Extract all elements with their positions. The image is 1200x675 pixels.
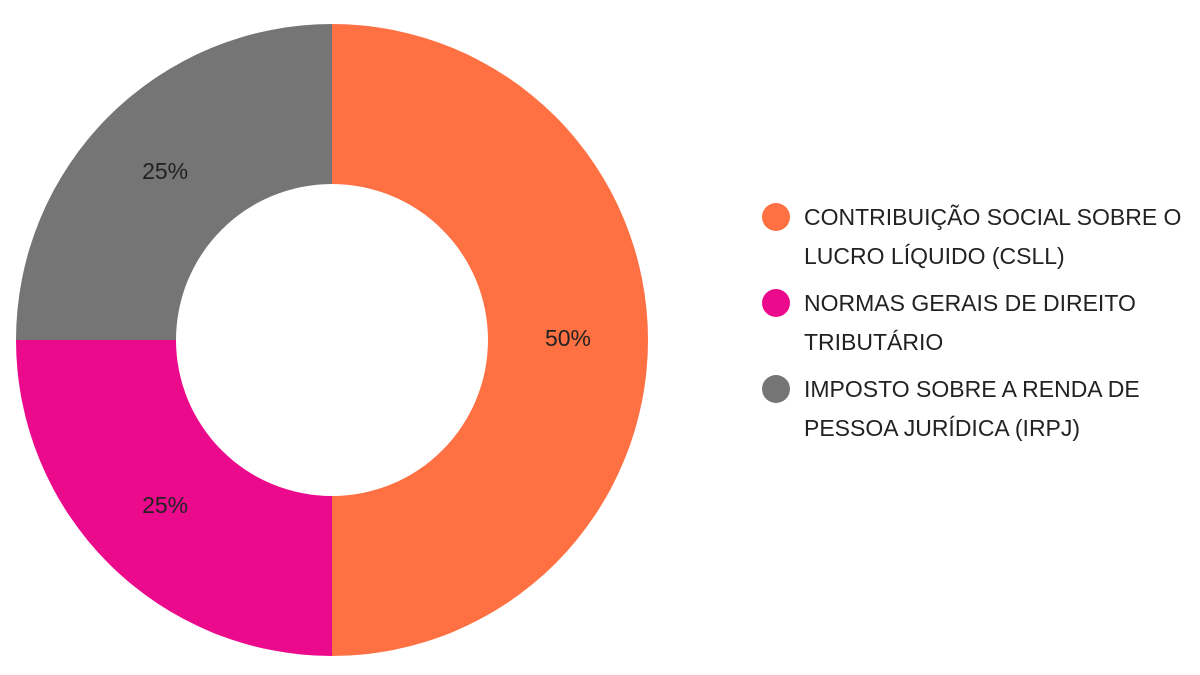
slice-label-csll: 50% [545,325,591,351]
chart-legend: CONTRIBUIÇÃO SOCIAL SOBRE O LUCRO LÍQUID… [762,198,1192,456]
legend-label-normas-gerais: NORMAS GERAIS DE DIREITO TRIBUTÁRIO [804,290,1136,355]
legend-swatch-csll [762,203,790,231]
slice-normas-gerais[interactable] [16,340,332,656]
legend-item-normas-gerais[interactable]: NORMAS GERAIS DE DIREITO TRIBUTÁRIO [762,284,1192,362]
legend-item-irpj[interactable]: IMPOSTO SOBRE A RENDA DE PESSOA JURÍDICA… [762,370,1192,448]
donut-chart: 50% 25% 25% [16,24,648,656]
slice-label-irpj: 25% [142,158,188,184]
slice-csll[interactable] [332,24,648,656]
legend-swatch-irpj [762,375,790,403]
legend-label-csll: CONTRIBUIÇÃO SOCIAL SOBRE O LUCRO LÍQUID… [804,204,1182,269]
legend-swatch-normas-gerais [762,289,790,317]
legend-label-irpj: IMPOSTO SOBRE A RENDA DE PESSOA JURÍDICA… [804,376,1140,441]
slice-label-normas-gerais: 25% [142,492,188,518]
slice-irpj[interactable] [16,24,332,340]
legend-item-csll[interactable]: CONTRIBUIÇÃO SOCIAL SOBRE O LUCRO LÍQUID… [762,198,1192,276]
